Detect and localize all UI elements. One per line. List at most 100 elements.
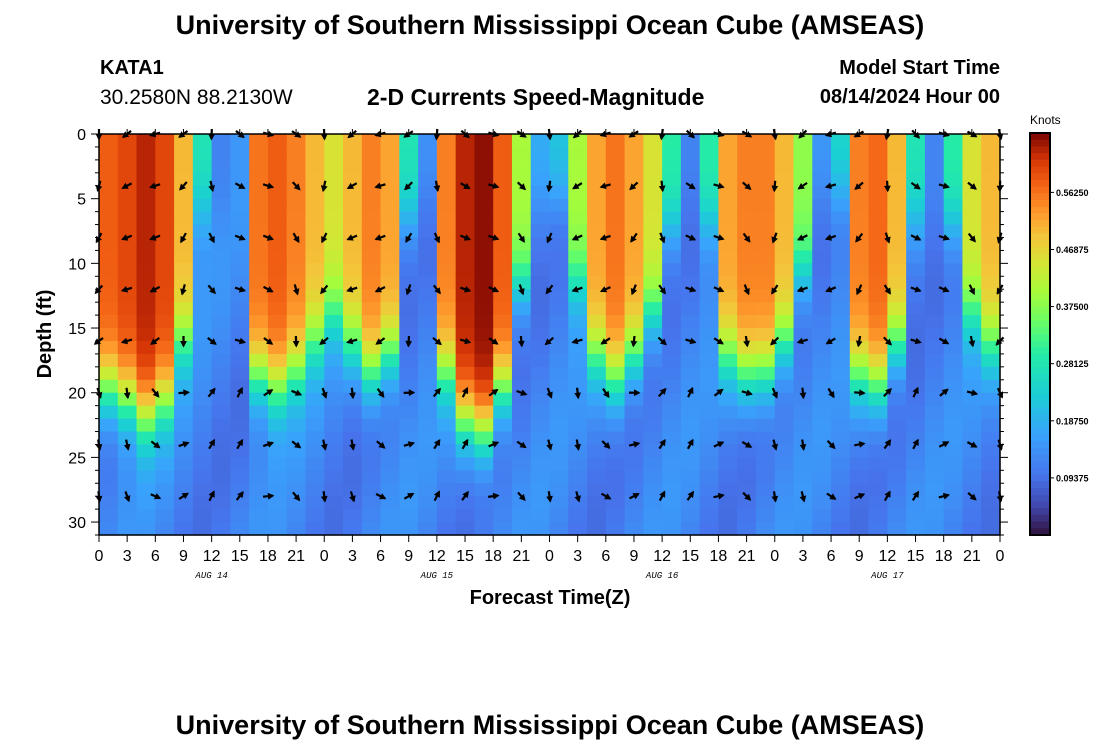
- heatmap-cell: [643, 250, 663, 264]
- heatmap-cell: [568, 392, 588, 407]
- heatmap-cell: [267, 431, 288, 446]
- heatmap-cell: [305, 457, 325, 471]
- heatmap-cell: [587, 159, 607, 174]
- heatmap-cell: [324, 185, 344, 200]
- current-vector-arrow: [574, 387, 581, 400]
- heatmap-cell: [286, 328, 307, 342]
- heatmap-cell: [849, 211, 870, 226]
- heatmap-cell: [399, 289, 419, 303]
- heatmap-cell: [643, 302, 663, 316]
- heatmap-cell: [399, 366, 419, 381]
- heatmap-cell: [136, 470, 156, 484]
- heatmap-cell: [831, 418, 851, 433]
- heatmap-cell: [380, 392, 400, 407]
- heatmap-cell: [155, 237, 175, 252]
- current-vector-arrow: [123, 387, 131, 400]
- heatmap-cell: [192, 457, 213, 471]
- heatmap-cell: [605, 302, 626, 316]
- heatmap-cell: [943, 405, 964, 420]
- heatmap-cell: [474, 366, 494, 381]
- heatmap-cell: [549, 405, 569, 420]
- heatmap-cell: [568, 198, 588, 213]
- heatmap-cell: [831, 159, 851, 174]
- heatmap-cell: [812, 237, 832, 252]
- heatmap-cell: [436, 496, 457, 510]
- heatmap-cell: [549, 444, 569, 458]
- heatmap-cell: [962, 198, 982, 213]
- heatmap-cell: [774, 405, 795, 420]
- heatmap-cell: [174, 483, 194, 497]
- heatmap-cell: [868, 146, 888, 161]
- heatmap-cell: [249, 405, 269, 420]
- colorbar-segment: [1030, 508, 1050, 516]
- heatmap-cell: [924, 263, 945, 277]
- current-vector-arrow: [120, 286, 133, 293]
- current-vector-arrow: [687, 386, 694, 398]
- heatmap-cell: [117, 159, 138, 174]
- current-vector-arrow: [488, 337, 499, 345]
- heatmap-cell: [812, 224, 832, 239]
- heatmap-cell: [418, 250, 438, 264]
- heatmap-cell: [493, 418, 513, 433]
- heatmap-cell: [399, 496, 419, 510]
- heatmap-cell: [286, 509, 307, 523]
- heatmap-cell: [324, 146, 344, 161]
- heatmap-cell: [643, 146, 663, 161]
- heatmap-cell: [155, 276, 175, 290]
- heatmap-cell: [737, 211, 757, 226]
- heatmap-cell: [455, 224, 476, 239]
- heatmap-cell: [568, 457, 588, 471]
- heatmap-cell: [399, 263, 419, 277]
- current-vector-arrow: [742, 181, 752, 190]
- heatmap-cell: [662, 250, 682, 264]
- heatmap-cell: [549, 211, 569, 226]
- heatmap-cell: [568, 366, 588, 381]
- heatmap-cell: [305, 250, 325, 264]
- heatmap-cell: [136, 237, 156, 252]
- heatmap-cell: [981, 457, 1001, 471]
- colorbar: 0.562500.468750.375000.281250.187500.093…: [1029, 132, 1089, 536]
- heatmap-cell: [249, 340, 269, 355]
- x-tick-label: 15: [456, 548, 474, 565]
- heatmap-cell: [399, 172, 419, 187]
- heatmap-cell: [924, 134, 945, 148]
- current-vector-arrow: [262, 182, 275, 189]
- heatmap-cell: [343, 509, 363, 523]
- heatmap-cell: [962, 185, 982, 200]
- heatmap-cell: [924, 224, 945, 239]
- heatmap-cell: [755, 470, 776, 484]
- heatmap-cell: [249, 237, 269, 252]
- heatmap-cell: [211, 146, 231, 161]
- heatmap-cell: [737, 159, 757, 174]
- heatmap-cell: [699, 289, 720, 303]
- heatmap-cell: [962, 276, 982, 290]
- heatmap-cell: [455, 366, 476, 381]
- heatmap-cell: [662, 198, 682, 213]
- heatmap-cell: [962, 444, 982, 458]
- heatmap-cell: [774, 185, 795, 200]
- heatmap-cell: [211, 496, 231, 510]
- heatmap-cell: [380, 366, 400, 381]
- colorbar-segment: [1030, 233, 1050, 241]
- heatmap-cell: [361, 302, 382, 316]
- colorbar-segment: [1030, 220, 1050, 228]
- heatmap-cell: [662, 134, 682, 148]
- heatmap-cell: [943, 250, 964, 264]
- heatmap-cell: [718, 172, 738, 187]
- heatmap-cell: [587, 522, 607, 536]
- heatmap-cell: [718, 276, 738, 290]
- heatmap-cell: [774, 289, 795, 303]
- heatmap-cell: [587, 172, 607, 187]
- heatmap-cell: [755, 509, 776, 523]
- heatmap-cell: [249, 315, 269, 329]
- heatmap-cell: [474, 328, 494, 342]
- heatmap-cell: [887, 198, 907, 213]
- heatmap-cell: [324, 340, 344, 355]
- heatmap-cell: [418, 211, 438, 226]
- heatmap-cell: [174, 366, 194, 381]
- heatmap-cell: [812, 289, 832, 303]
- heatmap-cell: [699, 263, 720, 277]
- heatmap-cell: [699, 134, 720, 148]
- colorbar-segment: [1030, 307, 1050, 315]
- heatmap-cell: [643, 353, 663, 368]
